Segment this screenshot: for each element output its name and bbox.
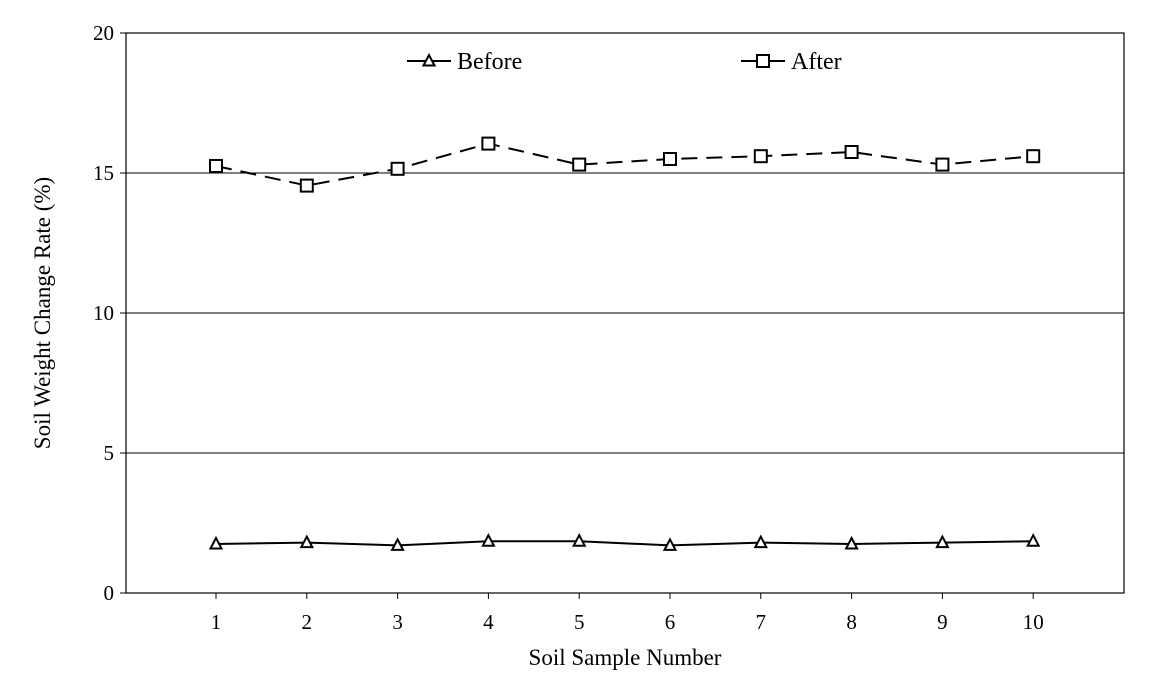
data-point-before [662, 537, 678, 551]
x-tick-label: 6 [665, 610, 676, 634]
data-point-before [572, 533, 587, 547]
x-axis-ticks: 1 2 3 4 5 6 7 8 9 10 [211, 593, 1044, 634]
x-tick-label: 2 [302, 610, 313, 634]
data-point-before [844, 535, 859, 550]
x-tick-label: 7 [756, 610, 767, 634]
y-tick-label: 0 [104, 581, 115, 605]
series-before [208, 533, 1041, 551]
x-tick-label: 3 [392, 610, 403, 634]
series-line-before [215, 540, 1034, 547]
y-tick-label: 10 [93, 301, 114, 325]
x-tick-label: 1 [211, 610, 222, 634]
legend-label-after: After [791, 49, 842, 75]
series-line-after [215, 142, 1034, 187]
data-point-after [481, 136, 496, 151]
series-after [209, 136, 1041, 193]
data-point-before [299, 534, 314, 549]
legend-label-before: Before [457, 49, 522, 75]
x-axis-title: Soil Sample Number [529, 645, 722, 670]
x-tick-label: 8 [846, 610, 857, 634]
data-point-after [299, 178, 314, 193]
legend-marker-after [756, 54, 770, 68]
data-point-after [663, 152, 677, 166]
legend-item-before: Before [407, 49, 522, 75]
data-point-after [935, 157, 950, 172]
x-tick-label: 9 [937, 610, 948, 634]
data-point-before [1026, 533, 1041, 547]
y-tick-label: 5 [104, 441, 115, 465]
x-tick-label: 5 [574, 610, 585, 634]
legend: Before After [407, 49, 842, 75]
y-tick-label: 15 [93, 161, 114, 185]
data-point-before [935, 534, 950, 549]
y-tick-label: 20 [93, 21, 114, 45]
data-point-after [844, 145, 859, 159]
data-point-before [481, 533, 496, 547]
x-tick-label: 4 [483, 610, 494, 634]
gridlines [126, 172, 1124, 454]
y-axis-ticks: 0 5 10 15 20 [93, 21, 126, 605]
data-point-after [209, 159, 223, 173]
y-axis-title: Soil Weight Change Rate (%) [30, 177, 55, 449]
data-point-after [572, 157, 587, 172]
series-layer [208, 136, 1041, 551]
x-tick-label: 10 [1023, 610, 1044, 634]
data-point-after [390, 161, 405, 176]
data-point-before [390, 537, 405, 551]
legend-marker-before [421, 52, 437, 67]
data-point-after [753, 149, 768, 164]
data-point-before [753, 534, 768, 549]
data-point-after [1026, 149, 1041, 164]
legend-item-after: After [741, 49, 842, 75]
data-point-before [208, 535, 224, 550]
